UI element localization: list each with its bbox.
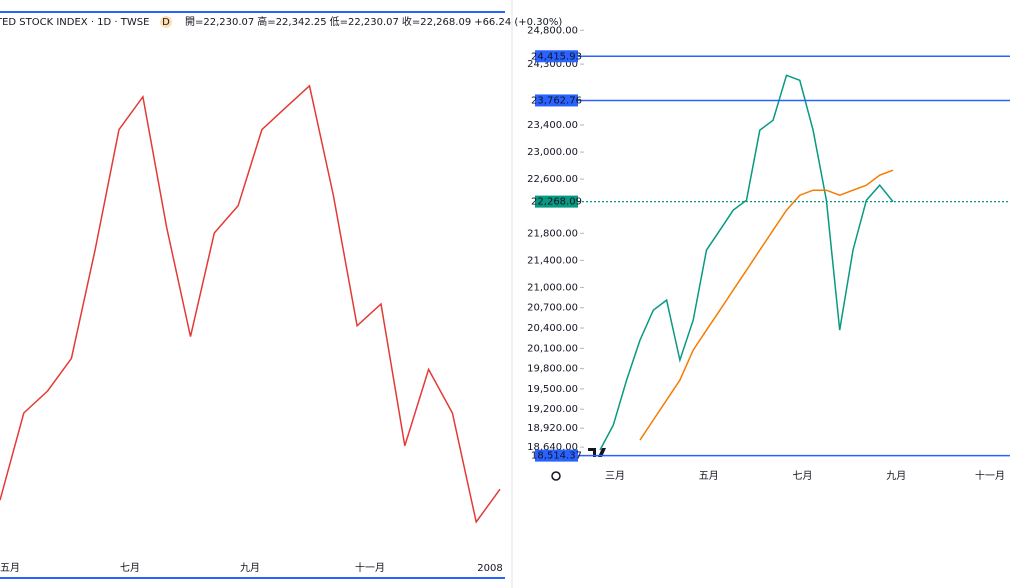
ohlc-label: 開= <box>185 16 203 28</box>
ohlc-value: 22,230.07 <box>348 17 399 28</box>
y-tick-label: 19,200.00 <box>527 404 578 415</box>
y-tick-label: 24,300.00 <box>527 59 578 70</box>
ohlc-value: 22,342.25 <box>276 17 327 28</box>
x-tick-label: 十一月 <box>975 469 1005 482</box>
y-tick-label: 18,920.00 <box>527 423 578 434</box>
y-tick-label: 23,000.00 <box>527 147 578 158</box>
price-level-label: 24,415.93 <box>531 51 582 62</box>
ohlc-value: 22,268.09 <box>420 17 471 28</box>
y-tick-label: 23,400.00 <box>527 120 578 131</box>
price-level-label: 22,268.09 <box>531 197 582 208</box>
price-level-box <box>535 195 578 208</box>
y-tick-label: 20,700.00 <box>527 303 578 314</box>
price-level-box <box>535 50 578 63</box>
price-level-box <box>535 449 578 462</box>
x-tick-label: 三月 <box>605 470 625 482</box>
price-level-box <box>535 94 578 107</box>
x-tick-label: 五月 <box>699 470 719 482</box>
price-level-label: 18,514.37 <box>531 451 582 462</box>
price-line <box>0 84 501 524</box>
y-tick-label: 22,600.00 <box>527 174 578 185</box>
y-tick-label: 20,400.00 <box>527 323 578 334</box>
y-tick-label: 21,000.00 <box>527 282 578 293</box>
y-tick-label: 19,500.00 <box>527 384 578 395</box>
y-tick-label: 19,800.00 <box>527 364 578 375</box>
x-tick-label: 2008 <box>477 563 502 574</box>
x-tick-label: 九月 <box>240 562 260 574</box>
y-tick-label: 18,640.00 <box>527 442 578 453</box>
price-line <box>599 74 894 451</box>
ohlc-label: 高= <box>257 15 275 28</box>
ohlc-label: 收= <box>402 15 420 28</box>
chart-title: TED STOCK INDEX · 1D · TWSE <box>0 17 149 28</box>
y-tick-label: 21,400.00 <box>527 255 578 266</box>
y-tick-label: 24,800.00 <box>527 25 578 36</box>
price-line <box>639 169 894 441</box>
x-tick-label: 七月 <box>120 562 140 574</box>
x-tick-label: 十一月 <box>355 561 385 574</box>
logo-bg <box>586 445 608 459</box>
badge: D <box>162 17 170 28</box>
x-tick-label: 五月 <box>0 562 20 574</box>
y-tick-label: 21,800.00 <box>527 228 578 239</box>
badge-bg <box>160 16 172 28</box>
ohlc-value: 22,230.07 <box>203 17 254 28</box>
x-tick-label: 九月 <box>886 470 906 482</box>
ohlc-label: 低= <box>330 15 348 28</box>
x-tick-label: 七月 <box>793 470 813 482</box>
y-tick-label: 20,100.00 <box>527 343 578 354</box>
ohlc-change: +66.24 (+0.30%) <box>474 17 562 28</box>
settings-icon[interactable] <box>551 471 561 481</box>
tv-logo <box>586 445 608 459</box>
logo-shape[interactable] <box>588 448 606 457</box>
price-level-label: 23,762.76 <box>531 95 582 106</box>
